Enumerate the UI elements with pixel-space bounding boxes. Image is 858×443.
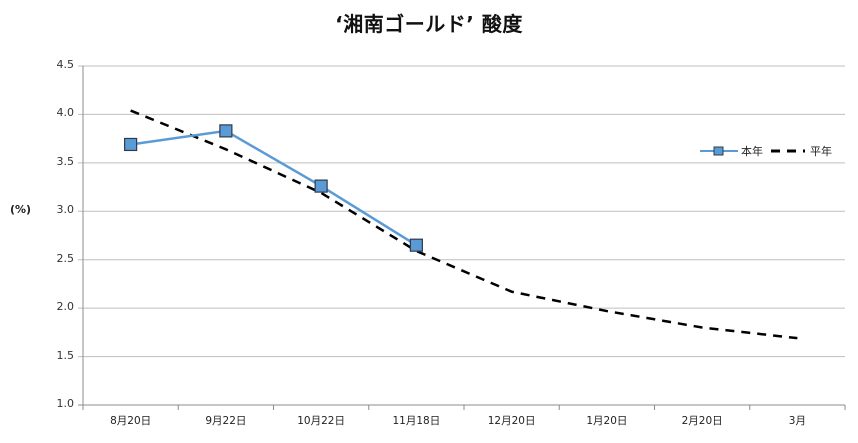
x-tick-label: 2月20日 [681,415,723,427]
legend-item-average: 平年 [769,143,832,159]
legend-label: 本年 [741,145,763,158]
data-point-marker [124,137,138,152]
y-tick-label: 3.0 [56,203,75,217]
x-tick-label: 8月20日 [110,415,152,427]
data-point-marker [219,124,233,138]
legend-label: 平年 [810,145,832,158]
y-axis-label: (%) [10,203,32,216]
chart-title: ‘湘南ゴールド’ 酸度 [335,12,523,36]
y-tick-label: 3.5 [56,154,75,168]
x-tick-label: 9月22日 [205,415,247,427]
x-tick-label: 12月20日 [487,415,536,427]
y-tick-label: 2.0 [56,300,75,314]
y-tick-label: 2.5 [56,251,75,265]
data-point-marker [409,238,423,252]
y-tick-label: 4.0 [56,106,75,120]
x-tick-label: 11月18日 [392,415,441,427]
series-this-year-line [130,129,418,247]
series-average-line [130,109,798,340]
y-tick-label: 1.5 [56,348,75,362]
data-point-marker [314,179,328,193]
legend-dashed-line-icon [771,149,805,153]
x-tick-label: 1月20日 [586,415,628,427]
legend: 本年 平年 [700,143,838,159]
y-tick-label: 1.0 [56,397,75,410]
x-tick-label: 3月 [788,415,806,427]
x-tick-label: 10月22日 [297,415,345,427]
y-tick-label: 4.5 [56,58,75,71]
legend-item-this-year: 本年 [700,143,763,159]
legend-line-marker-icon [700,146,738,156]
